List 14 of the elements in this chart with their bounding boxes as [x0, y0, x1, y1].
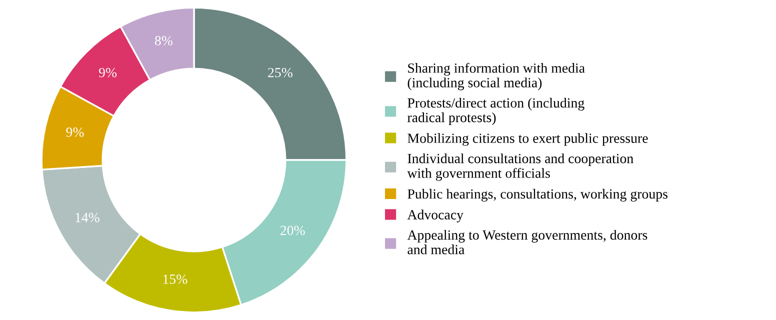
legend-label: Appealing to Western governments, donors and media — [407, 230, 648, 254]
data-label: 14% — [76, 212, 100, 222]
data-label: 9% — [98, 68, 117, 78]
legend-label: Advocacy — [407, 210, 464, 222]
data-label: 15% — [163, 274, 188, 284]
legend-label: Protests/direct action (including radical protests) — [407, 98, 584, 126]
legend-label: Sharing information with media (including social media) — [408, 62, 585, 90]
data-label: 25% — [268, 68, 292, 78]
data-label: 8% — [154, 36, 172, 46]
data-label: 20% — [280, 226, 305, 236]
data-label: 9% — [66, 128, 84, 137]
legend-label: Public hearings, consultations, working groups — [408, 188, 668, 202]
legend-label: Individual consultations and cooperation with government officials — [407, 153, 634, 181]
legend-label: Mobilizing citizens to exert public pressure — [408, 133, 648, 146]
